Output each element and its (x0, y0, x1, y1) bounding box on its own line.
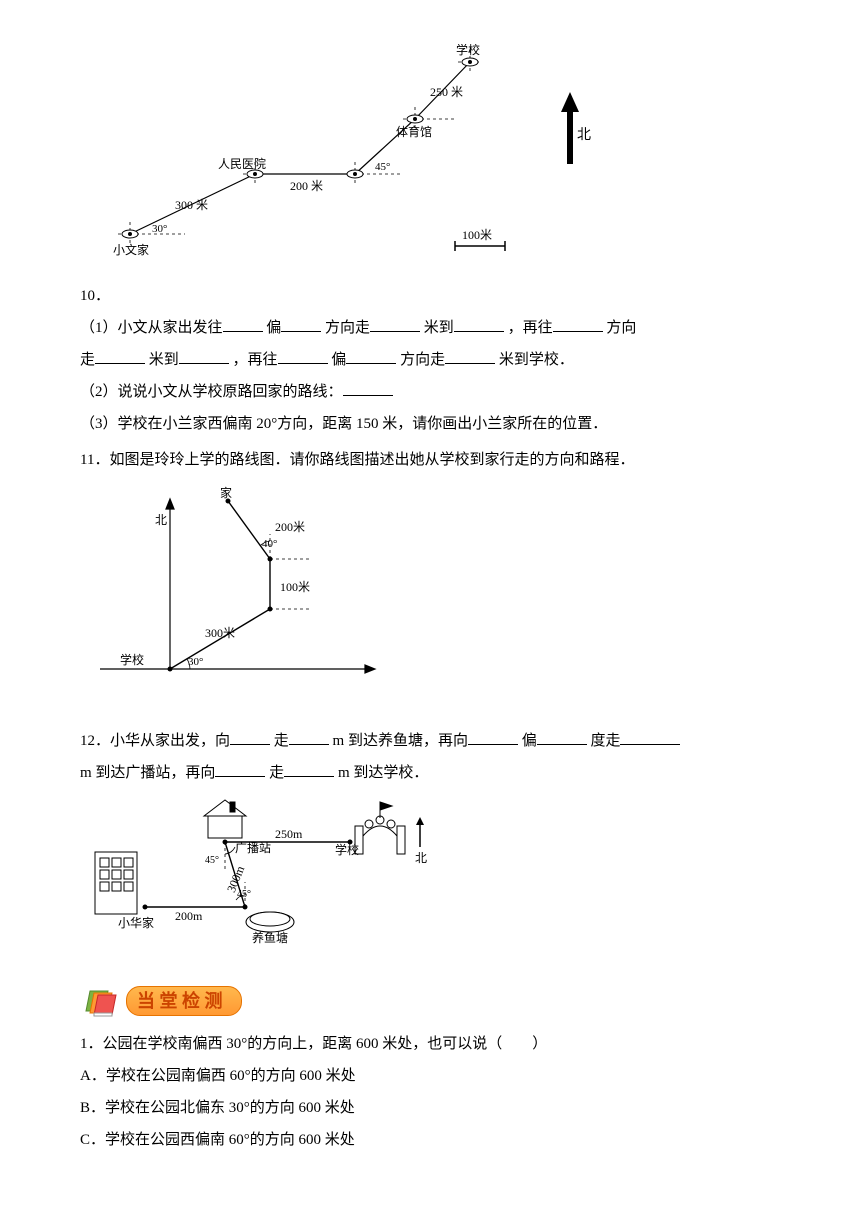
q12-line1: 12．小华从家出发，向 走 m 到达养鱼塘，再向 偏 度走 (80, 726, 780, 756)
q10-part1-line2: 走 米到 ，再往 偏 方向走 米到学校． (80, 345, 780, 375)
test1-optB: B．学校在公园北偏东 30°的方向 600 米处 (80, 1093, 780, 1123)
svg-text:家: 家 (220, 485, 232, 500)
q10-number: 10． (80, 281, 780, 311)
svg-text:250m: 250m (275, 827, 303, 841)
svg-text:人民医院: 人民医院 (218, 157, 266, 171)
q11-text: 11．如图是玲玲上学的路线图．请你路线图描述出她从学校到家行走的方向和路程． (80, 445, 780, 475)
svg-text:学校: 学校 (335, 842, 359, 857)
svg-text:学校: 学校 (120, 652, 144, 667)
svg-text:北: 北 (415, 851, 427, 865)
svg-text:北: 北 (577, 127, 591, 143)
test1-stem: 1．公园在学校南偏西 30°的方向上，距离 600 米处，也可以说（ ） (80, 1029, 780, 1059)
svg-text:45°: 45° (205, 855, 219, 866)
test1-optC: C．学校在公园西偏南 60°的方向 600 米处 (80, 1125, 780, 1155)
q10-part2: （2）说说小文从学校原路回家的路线： (80, 377, 780, 407)
q10-part1-line1: （1）小文从家出发往 偏 方向走 米到 ，再往 方向 (80, 313, 780, 343)
svg-text:100米: 100米 (280, 580, 310, 594)
svg-text:250 米: 250 米 (430, 85, 463, 99)
svg-text:体育馆: 体育馆 (396, 124, 432, 139)
svg-text:小文家: 小文家 (113, 242, 149, 257)
svg-text:45°: 45° (375, 161, 390, 173)
svg-text:200m: 200m (175, 909, 203, 923)
books-icon (80, 983, 124, 1019)
svg-text:300 米: 300 米 (175, 198, 208, 212)
section-banner: 当 堂 检 测 (80, 983, 780, 1019)
q11-diagram: 家 学校 北 200米 100米 300米 40° 30° (80, 479, 780, 720)
q10-part3: （3）学校在小兰家西偏南 20°方向，距离 150 米，请你画出小兰家所在的位置… (80, 409, 780, 439)
svg-text:45°: 45° (237, 889, 251, 900)
q12-line2: m 到达广播站，再向 走 m 到达学校． (80, 758, 780, 788)
test1-optA: A．学校在公园南偏西 60°的方向 600 米处 (80, 1061, 780, 1091)
banner-title: 当 堂 检 测 (126, 986, 242, 1016)
svg-text:200 米: 200 米 (290, 179, 323, 193)
svg-text:100米: 100米 (462, 228, 492, 242)
svg-text:学校: 学校 (456, 44, 480, 57)
svg-text:30°: 30° (188, 656, 203, 668)
svg-text:养鱼塘: 养鱼塘 (252, 930, 288, 945)
svg-text:300米: 300米 (205, 626, 235, 640)
svg-text:200米: 200米 (275, 520, 305, 534)
svg-text:小华家: 小华家 (118, 915, 154, 930)
q10-diagram: 小文家 人民医院 体育馆 学校 300 米 200 米 250 米 30° 45… (80, 44, 780, 275)
svg-text:40°: 40° (262, 538, 277, 550)
svg-text:广播站: 广播站 (235, 841, 271, 855)
svg-text:30°: 30° (152, 223, 167, 235)
q12-diagram: 北 广播站 学校 小华家 养鱼塘 200m 300m 250m 45° 45° (80, 792, 780, 963)
svg-text:北: 北 (155, 513, 167, 527)
